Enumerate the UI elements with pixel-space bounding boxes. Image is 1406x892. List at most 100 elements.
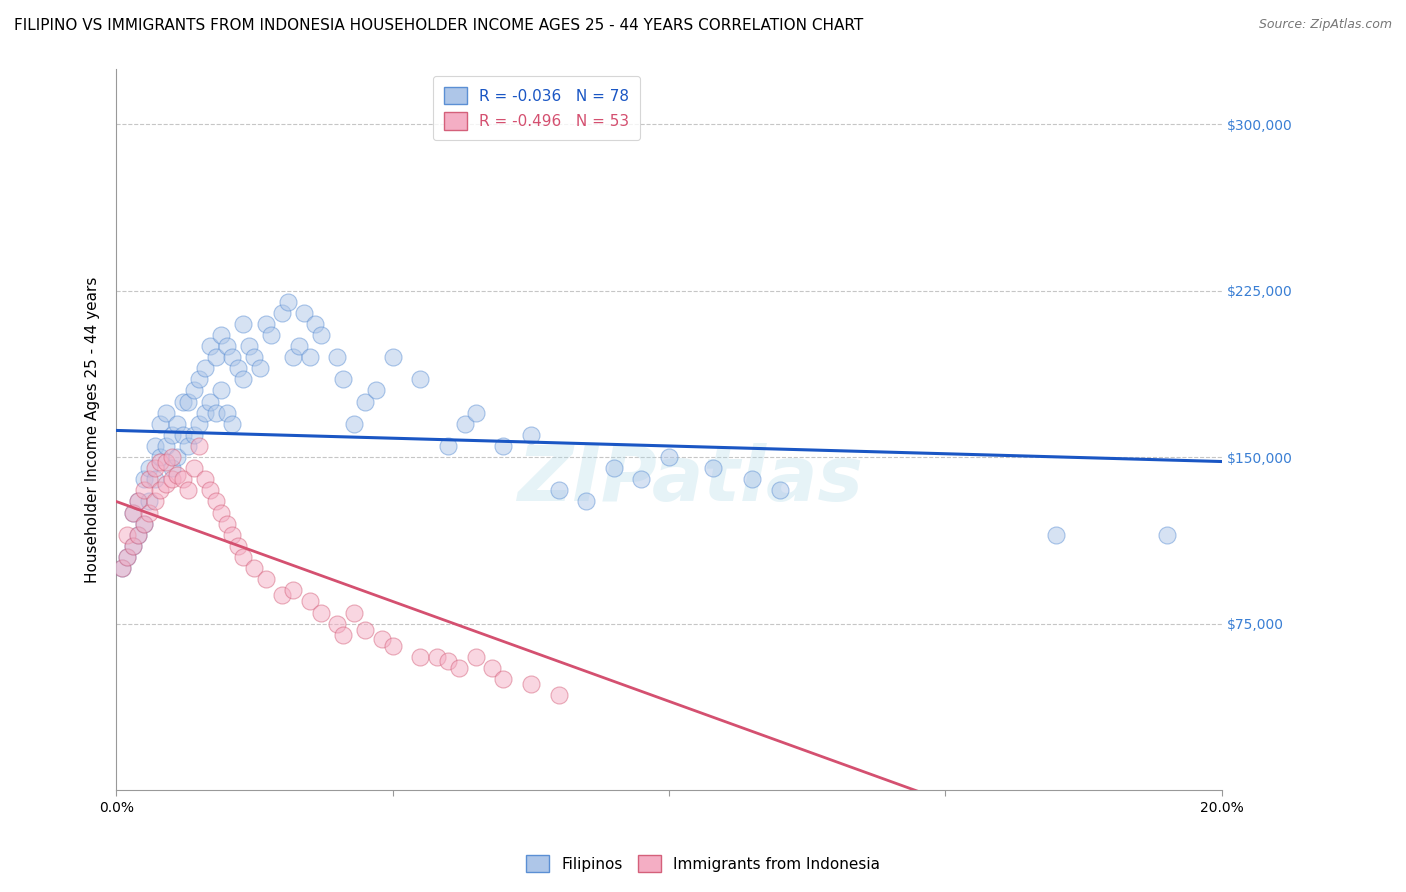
Point [200,394,222,409]
Point [298,350,321,364]
Text: ZIPatlas: ZIPatlas [519,442,865,516]
Point [188,372,211,386]
Point [177,439,200,453]
Point [238,339,260,353]
Point [183,461,205,475]
Point [204,494,226,508]
Point [381,350,404,364]
Point [160,450,183,464]
Point [155,406,177,420]
Point [332,372,354,386]
Point [160,428,183,442]
Point [143,494,166,508]
Point [326,350,349,364]
Point [111,561,134,575]
Point [143,472,166,486]
Point [200,483,222,498]
Point [370,632,392,647]
Point [138,506,160,520]
Point [381,639,404,653]
Point [271,306,294,320]
Point [188,439,211,453]
Point [132,472,155,486]
Point [117,528,139,542]
Point [364,384,387,398]
Point [117,549,139,564]
Point [492,672,515,686]
Point [232,372,254,386]
Point [464,406,486,420]
Point [283,350,305,364]
Point [254,572,277,586]
Point [121,506,143,520]
Point [603,461,626,475]
Point [177,483,200,498]
Point [343,606,366,620]
Point [260,328,283,343]
Point [132,516,155,531]
Point [138,472,160,486]
Y-axis label: Householder Income Ages 25 - 44 years: Householder Income Ages 25 - 44 years [86,277,100,582]
Point [166,467,188,482]
Point [149,450,172,464]
Point [481,661,503,675]
Point [630,472,652,486]
Point [172,428,194,442]
Point [200,339,222,353]
Point [209,384,232,398]
Point [702,461,724,475]
Point [143,461,166,475]
Point [437,654,460,668]
Point [204,350,226,364]
Point [232,317,254,331]
Point [160,472,183,486]
Point [277,294,299,309]
Point [127,494,149,508]
Point [354,394,377,409]
Point [232,549,254,564]
Point [194,472,217,486]
Point [221,350,243,364]
Point [209,506,232,520]
Point [354,624,377,638]
Point [1156,528,1178,542]
Point [221,417,243,431]
Point [298,594,321,608]
Point [111,561,134,575]
Point [304,317,326,331]
Point [121,539,143,553]
Point [183,384,205,398]
Point [149,417,172,431]
Point [117,549,139,564]
Point [143,439,166,453]
Legend: R = -0.036   N = 78, R = -0.496   N = 53: R = -0.036 N = 78, R = -0.496 N = 53 [433,76,640,140]
Point [409,372,432,386]
Point [155,476,177,491]
Point [447,661,470,675]
Point [409,649,432,664]
Point [309,328,332,343]
Point [292,306,315,320]
Text: Source: ZipAtlas.com: Source: ZipAtlas.com [1258,18,1392,31]
Point [249,361,271,376]
Legend: Filipinos, Immigrants from Indonesia: Filipinos, Immigrants from Indonesia [519,847,887,880]
Point [204,406,226,420]
Point [287,339,309,353]
Point [226,361,249,376]
Point [492,439,515,453]
Point [183,428,205,442]
Point [343,417,366,431]
Point [127,528,149,542]
Point [155,439,177,453]
Point [520,428,543,442]
Point [155,454,177,468]
Point [149,483,172,498]
Point [741,472,763,486]
Point [243,350,266,364]
Point [127,494,149,508]
Point [215,406,238,420]
Point [138,494,160,508]
Point [132,516,155,531]
Point [166,417,188,431]
Point [215,339,238,353]
